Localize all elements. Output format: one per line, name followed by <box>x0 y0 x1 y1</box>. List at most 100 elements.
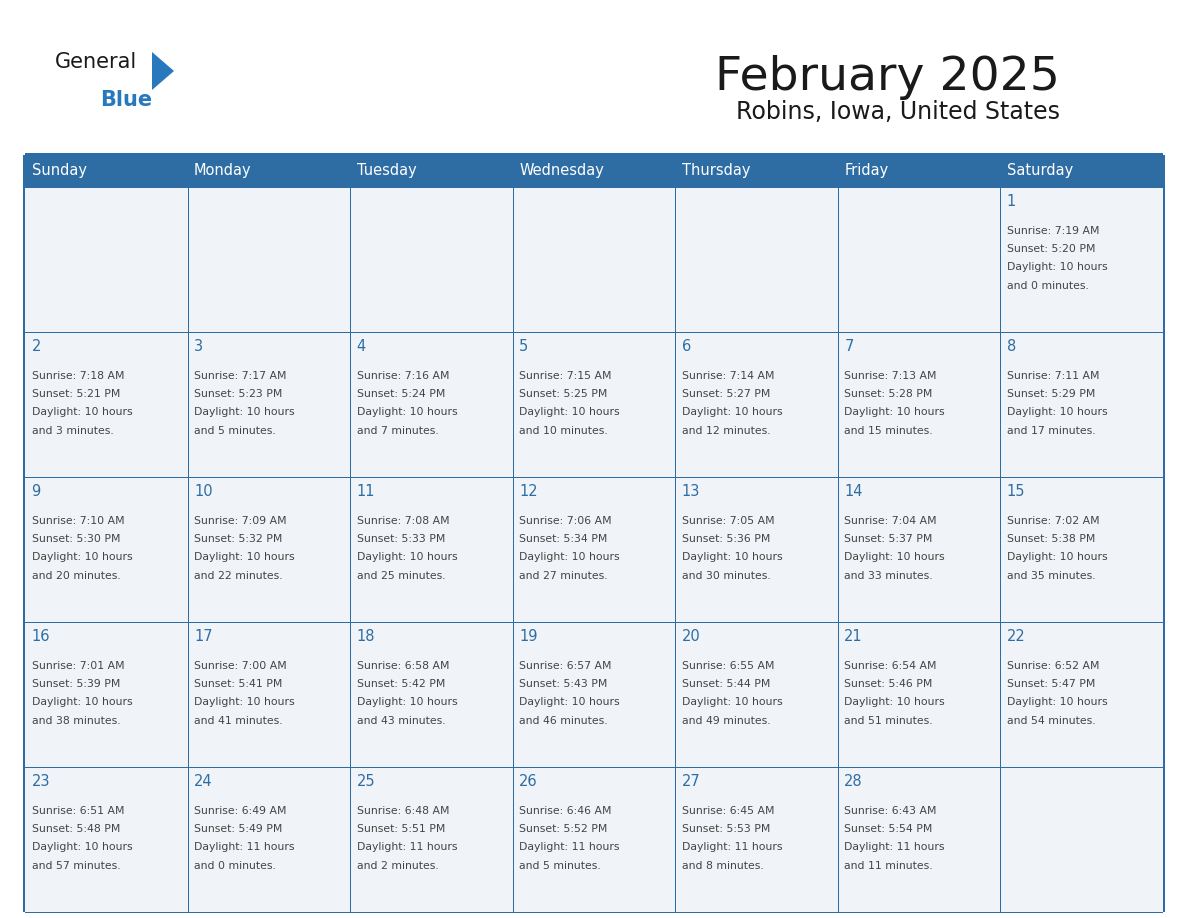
Bar <box>350 622 513 767</box>
Text: Blue: Blue <box>100 90 152 110</box>
Text: Sunrise: 7:04 AM: Sunrise: 7:04 AM <box>845 516 937 526</box>
Text: Sunrise: 7:01 AM: Sunrise: 7:01 AM <box>32 661 124 670</box>
Bar <box>25 477 188 622</box>
Bar <box>838 767 1000 912</box>
Text: Sunset: 5:46 PM: Sunset: 5:46 PM <box>845 679 933 688</box>
Text: Daylight: 10 hours: Daylight: 10 hours <box>32 698 132 707</box>
Text: Sunrise: 6:45 AM: Sunrise: 6:45 AM <box>682 806 775 815</box>
Bar <box>838 187 1000 332</box>
Text: Sunset: 5:48 PM: Sunset: 5:48 PM <box>32 824 120 834</box>
Text: and 0 minutes.: and 0 minutes. <box>1007 281 1089 291</box>
Text: Daylight: 10 hours: Daylight: 10 hours <box>32 408 132 418</box>
Text: and 46 minutes.: and 46 minutes. <box>519 716 608 725</box>
Text: 12: 12 <box>519 485 538 499</box>
Bar <box>25 622 1163 623</box>
Bar <box>1000 477 1163 622</box>
Text: February 2025: February 2025 <box>715 55 1060 100</box>
Bar <box>23 155 25 912</box>
Text: 7: 7 <box>845 340 854 354</box>
Text: Sunrise: 6:52 AM: Sunrise: 6:52 AM <box>1007 661 1099 670</box>
Text: Robins, Iowa, United States: Robins, Iowa, United States <box>737 100 1060 124</box>
Text: Daylight: 11 hours: Daylight: 11 hours <box>519 843 620 852</box>
Text: Sunset: 5:25 PM: Sunset: 5:25 PM <box>519 389 607 399</box>
Text: Sunset: 5:43 PM: Sunset: 5:43 PM <box>519 679 607 688</box>
Text: Daylight: 11 hours: Daylight: 11 hours <box>845 843 944 852</box>
Text: and 57 minutes.: and 57 minutes. <box>32 861 120 870</box>
Text: Daylight: 10 hours: Daylight: 10 hours <box>1007 553 1107 563</box>
Text: Sunrise: 7:00 AM: Sunrise: 7:00 AM <box>194 661 286 670</box>
Bar <box>25 332 188 477</box>
Bar <box>25 767 1163 768</box>
Text: Sunset: 5:30 PM: Sunset: 5:30 PM <box>32 534 120 544</box>
Text: Daylight: 10 hours: Daylight: 10 hours <box>845 408 944 418</box>
Polygon shape <box>152 52 173 90</box>
Text: Sunset: 5:47 PM: Sunset: 5:47 PM <box>1007 679 1095 688</box>
Text: Sunset: 5:21 PM: Sunset: 5:21 PM <box>32 389 120 399</box>
Text: Daylight: 11 hours: Daylight: 11 hours <box>194 843 295 852</box>
Text: Sunrise: 6:57 AM: Sunrise: 6:57 AM <box>519 661 612 670</box>
Text: and 22 minutes.: and 22 minutes. <box>194 571 283 581</box>
Text: and 5 minutes.: and 5 minutes. <box>194 426 276 436</box>
Bar <box>513 187 675 332</box>
Text: 11: 11 <box>356 485 375 499</box>
Text: Sunrise: 7:10 AM: Sunrise: 7:10 AM <box>32 516 124 526</box>
Text: Sunset: 5:23 PM: Sunset: 5:23 PM <box>194 389 283 399</box>
FancyBboxPatch shape <box>838 155 1000 187</box>
Text: 20: 20 <box>682 630 701 644</box>
Text: and 38 minutes.: and 38 minutes. <box>32 716 120 725</box>
Text: Daylight: 10 hours: Daylight: 10 hours <box>1007 263 1107 273</box>
Text: 18: 18 <box>356 630 375 644</box>
Text: 19: 19 <box>519 630 538 644</box>
Bar <box>675 767 838 912</box>
Text: and 10 minutes.: and 10 minutes. <box>519 426 608 436</box>
Text: Sunrise: 6:54 AM: Sunrise: 6:54 AM <box>845 661 937 670</box>
Text: Sunset: 5:32 PM: Sunset: 5:32 PM <box>194 534 283 544</box>
Text: Daylight: 10 hours: Daylight: 10 hours <box>682 553 783 563</box>
Text: 13: 13 <box>682 485 700 499</box>
Text: Sunset: 5:27 PM: Sunset: 5:27 PM <box>682 389 770 399</box>
Text: Sunrise: 7:09 AM: Sunrise: 7:09 AM <box>194 516 286 526</box>
Text: 21: 21 <box>845 630 862 644</box>
Bar <box>675 622 838 767</box>
Bar <box>25 153 1163 155</box>
Text: Monday: Monday <box>194 163 252 178</box>
Text: and 20 minutes.: and 20 minutes. <box>32 571 120 581</box>
Bar <box>188 477 350 622</box>
Text: and 7 minutes.: and 7 minutes. <box>356 426 438 436</box>
Text: Sunrise: 7:06 AM: Sunrise: 7:06 AM <box>519 516 612 526</box>
Text: Sunset: 5:34 PM: Sunset: 5:34 PM <box>519 534 607 544</box>
Text: Tuesday: Tuesday <box>356 163 417 178</box>
Bar <box>1000 332 1163 477</box>
Bar <box>1163 155 1165 912</box>
Text: Daylight: 10 hours: Daylight: 10 hours <box>682 408 783 418</box>
Text: and 12 minutes.: and 12 minutes. <box>682 426 770 436</box>
Bar <box>513 622 675 767</box>
Text: Sunrise: 7:19 AM: Sunrise: 7:19 AM <box>1007 226 1099 236</box>
Text: and 43 minutes.: and 43 minutes. <box>356 716 446 725</box>
Text: Sunrise: 6:49 AM: Sunrise: 6:49 AM <box>194 806 286 815</box>
Bar <box>25 622 188 767</box>
Bar <box>25 477 1163 478</box>
Text: Sunrise: 6:55 AM: Sunrise: 6:55 AM <box>682 661 775 670</box>
Text: Daylight: 10 hours: Daylight: 10 hours <box>194 553 295 563</box>
Bar <box>838 622 1000 767</box>
Text: and 2 minutes.: and 2 minutes. <box>356 861 438 870</box>
Text: Sunrise: 6:43 AM: Sunrise: 6:43 AM <box>845 806 937 815</box>
Bar <box>25 912 1163 913</box>
Text: 15: 15 <box>1007 485 1025 499</box>
Text: 10: 10 <box>194 485 213 499</box>
Text: Daylight: 10 hours: Daylight: 10 hours <box>194 408 295 418</box>
Text: Sunrise: 7:11 AM: Sunrise: 7:11 AM <box>1007 371 1099 381</box>
Text: Thursday: Thursday <box>682 163 751 178</box>
Text: Sunrise: 7:15 AM: Sunrise: 7:15 AM <box>519 371 612 381</box>
Bar <box>188 187 350 332</box>
Text: Sunrise: 7:16 AM: Sunrise: 7:16 AM <box>356 371 449 381</box>
Text: and 25 minutes.: and 25 minutes. <box>356 571 446 581</box>
Bar <box>25 332 1163 333</box>
Text: Daylight: 10 hours: Daylight: 10 hours <box>682 698 783 707</box>
Bar <box>513 332 675 477</box>
Text: Daylight: 10 hours: Daylight: 10 hours <box>1007 408 1107 418</box>
Text: and 33 minutes.: and 33 minutes. <box>845 571 933 581</box>
Text: and 54 minutes.: and 54 minutes. <box>1007 716 1095 725</box>
Text: Sunset: 5:42 PM: Sunset: 5:42 PM <box>356 679 446 688</box>
